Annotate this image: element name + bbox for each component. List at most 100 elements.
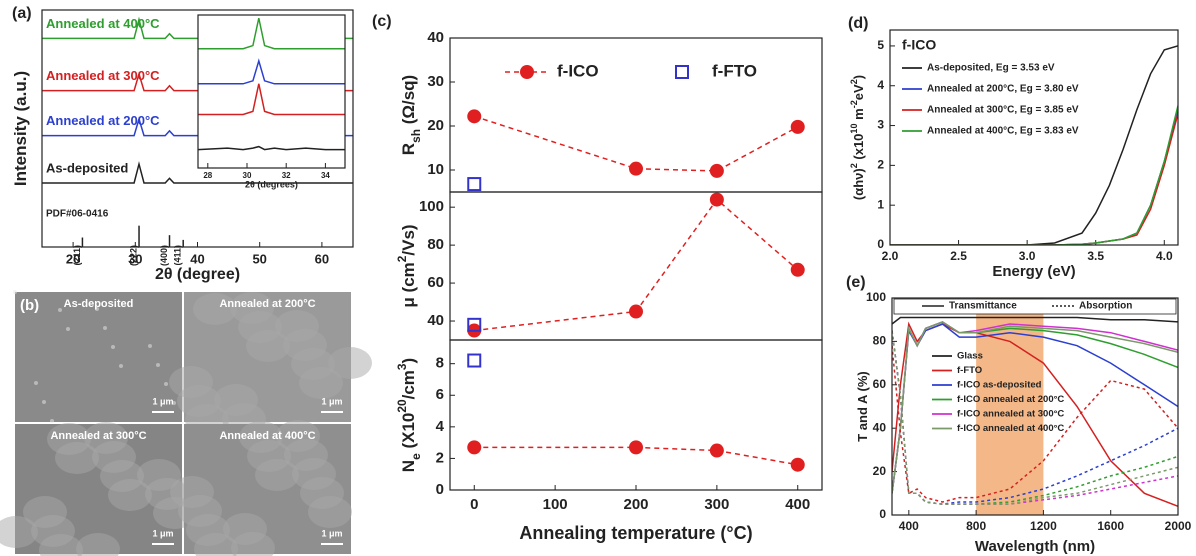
sem-grain bbox=[103, 326, 107, 330]
sem-grain bbox=[84, 422, 128, 454]
x-tick-label: 32 bbox=[282, 171, 291, 180]
panel-label: (b) bbox=[20, 297, 39, 314]
x-axis-label: Annealing temperature (°C) bbox=[519, 523, 752, 543]
y-axis-label: Intensity (a.u.) bbox=[11, 71, 30, 186]
legend-label: Annealed at 400°C bbox=[46, 16, 160, 31]
x-axis-label: 2θ (degree) bbox=[155, 266, 240, 283]
reference-name: PDF#06-0416 bbox=[46, 208, 109, 219]
legend-label: f-ICO bbox=[557, 61, 599, 80]
marker bbox=[467, 440, 482, 455]
panel-label: (a) bbox=[12, 5, 32, 22]
sem-grain bbox=[23, 496, 67, 528]
marker bbox=[467, 177, 482, 192]
legend-label: Glass bbox=[957, 351, 983, 362]
x-tick-label: 2.0 bbox=[882, 249, 899, 263]
y-tick-label: 3 bbox=[877, 118, 884, 132]
y-tick-label: 6 bbox=[436, 386, 444, 403]
x-tick-label: 4.0 bbox=[1156, 249, 1173, 263]
y-tick-label: 4 bbox=[877, 78, 884, 92]
sem-label: Annealed at 200°C bbox=[219, 298, 315, 310]
label-part: T and A (%) bbox=[855, 371, 870, 442]
sem-grain bbox=[239, 421, 283, 453]
label-part: N bbox=[399, 460, 418, 472]
sem-grain bbox=[34, 381, 38, 385]
series-line bbox=[42, 161, 353, 184]
y-tick-label: 8 bbox=[436, 355, 444, 372]
y-tick-label: 100 bbox=[419, 198, 444, 215]
y-axis-label: Ne (X1020/cm3) bbox=[395, 358, 423, 472]
y-tick-label: 30 bbox=[427, 73, 444, 90]
sem-label: As-deposited bbox=[64, 298, 134, 310]
label-part: (x10 bbox=[851, 134, 866, 164]
panel-label: (e) bbox=[846, 274, 866, 291]
plot-frame bbox=[891, 297, 1179, 516]
label-part: e bbox=[409, 453, 423, 460]
sem-grain bbox=[66, 327, 70, 331]
x-tick-label: 30 bbox=[243, 171, 252, 180]
label-part: sh bbox=[409, 129, 423, 143]
label-part: 2 bbox=[849, 79, 859, 84]
y-tick-label: 40 bbox=[427, 29, 444, 46]
series-line bbox=[198, 145, 345, 151]
sem-grain bbox=[58, 308, 62, 312]
x-tick-label: 28 bbox=[203, 171, 212, 180]
sem-grain bbox=[111, 345, 115, 349]
y-tick-label: 80 bbox=[873, 334, 887, 348]
label-part: R bbox=[399, 143, 418, 155]
sem-grain bbox=[50, 419, 54, 423]
sem-grain bbox=[42, 400, 46, 404]
marker bbox=[709, 163, 724, 178]
label-part: m bbox=[851, 108, 866, 123]
legend-marker bbox=[675, 65, 689, 79]
scale-label: 1 μm bbox=[321, 396, 342, 406]
x-tick-label: 1600 bbox=[1097, 519, 1124, 533]
label-part: ) bbox=[399, 358, 418, 364]
y-tick-label: 0 bbox=[879, 507, 886, 521]
legend-marker bbox=[520, 65, 534, 79]
y-tick-label: 80 bbox=[427, 236, 444, 253]
x-tick-label: 2000 bbox=[1165, 519, 1192, 533]
highlight-band bbox=[976, 298, 1044, 515]
series-line bbox=[474, 446, 798, 466]
x-tick-label: 400 bbox=[785, 496, 810, 513]
sem-grain bbox=[170, 476, 214, 508]
legend-label: f-ICO annealed at 300°C bbox=[957, 409, 1064, 420]
x-tick-label: 20 bbox=[66, 251, 80, 266]
sem-grain bbox=[13, 290, 17, 294]
x-tick-label: 1200 bbox=[1030, 519, 1057, 533]
label-part: 3 bbox=[395, 363, 409, 370]
series-line bbox=[198, 83, 345, 116]
label-part: -2 bbox=[849, 100, 859, 108]
label-part: eV bbox=[851, 84, 866, 100]
x-tick-label: 50 bbox=[252, 251, 266, 266]
sem-grain bbox=[47, 423, 91, 455]
plot-frame bbox=[41, 9, 354, 248]
x-axis-label: Wavelength (nm) bbox=[975, 538, 1095, 555]
x-tick-label: 100 bbox=[543, 496, 568, 513]
x-tick-label: 60 bbox=[315, 251, 329, 266]
scale-label: 1 μm bbox=[321, 528, 342, 538]
legend-label: Annealed at 400°C, Eg = 3.83 eV bbox=[927, 126, 1079, 137]
reference-label: (411) bbox=[173, 245, 183, 266]
y-axis-label: T and A (%) bbox=[855, 371, 870, 442]
label-part: 20 bbox=[395, 399, 409, 413]
series-line bbox=[892, 330, 1178, 505]
chart-title: f-ICO bbox=[902, 37, 936, 53]
marker bbox=[467, 109, 482, 124]
legend-label: As-deposited bbox=[46, 160, 128, 175]
legend-label: As-deposited, Eg = 3.53 eV bbox=[927, 63, 1055, 74]
sem-grain bbox=[230, 292, 274, 324]
plot-frame bbox=[889, 29, 1179, 246]
y-tick-label: 100 bbox=[866, 290, 886, 304]
legend-label: Annealed at 200°C bbox=[46, 113, 160, 128]
y-tick-label: 0 bbox=[436, 481, 444, 498]
marker bbox=[790, 262, 805, 277]
y-tick-label: 60 bbox=[427, 274, 444, 291]
marker bbox=[709, 443, 724, 458]
label-part: (αhν) bbox=[851, 168, 866, 200]
series-line bbox=[892, 345, 1178, 503]
x-tick-label: 3.5 bbox=[1087, 249, 1104, 263]
y-axis-label: Rsh (Ω/sq) bbox=[399, 75, 423, 155]
panel-label: (d) bbox=[848, 15, 868, 32]
y-tick-label: 2 bbox=[877, 158, 884, 172]
